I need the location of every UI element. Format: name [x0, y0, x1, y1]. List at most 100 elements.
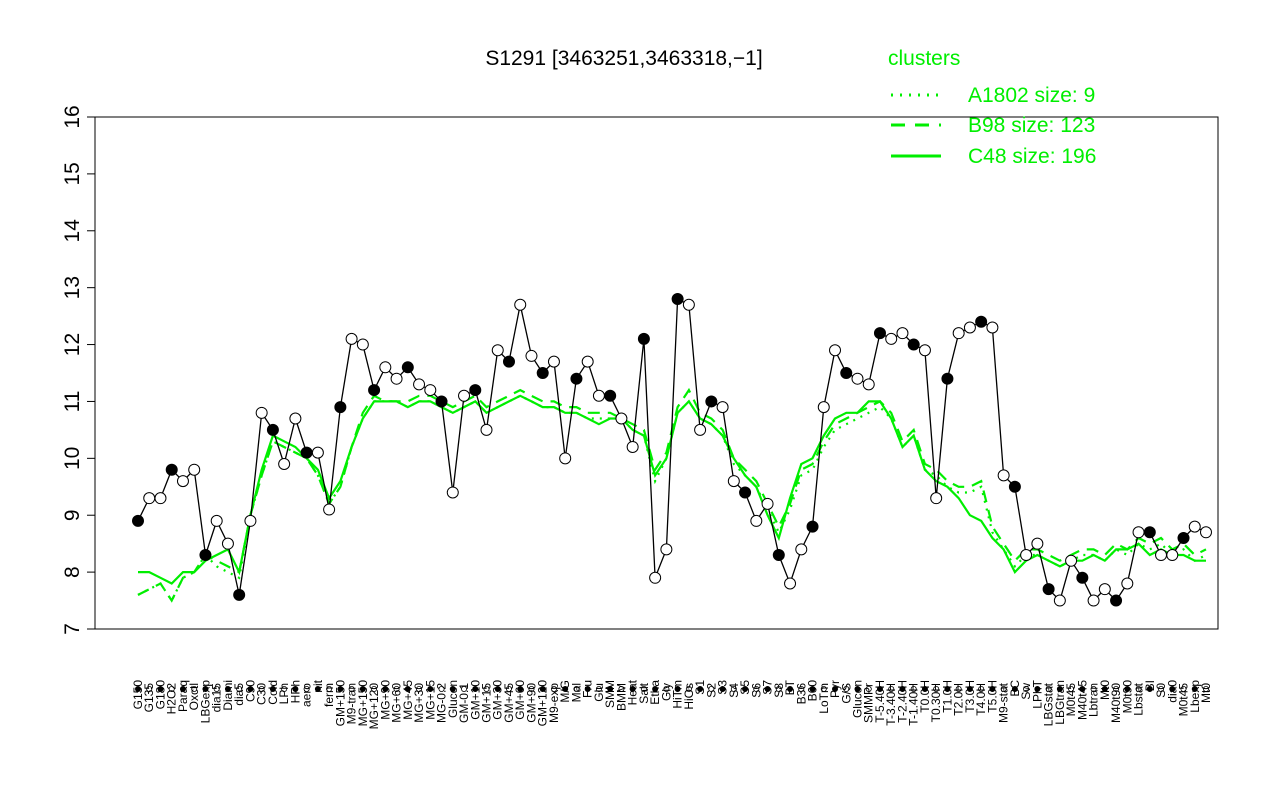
x-tick-label: GM+10	[468, 680, 482, 720]
x-tick-label: GM+60	[513, 680, 527, 720]
x-tick-label: M0t45	[1177, 683, 1191, 717]
x-rug-marker	[483, 686, 490, 693]
data-point	[334, 401, 347, 414]
x-tick-label: T4.0H	[974, 683, 988, 716]
x-rug-marker	[888, 686, 895, 693]
x-tick-label: M9-stat	[997, 682, 1011, 723]
data-point	[547, 355, 560, 368]
x-tick-label: BC	[1008, 680, 1022, 697]
x-rug-marker	[1034, 686, 1041, 693]
data-point	[491, 344, 504, 357]
x-tick-label: Glucon	[446, 680, 460, 718]
x-rug-marker	[933, 686, 940, 693]
data-point	[739, 486, 752, 499]
x-tick-label: M0t90	[1120, 680, 1134, 714]
x-tick-label: S5	[738, 680, 752, 695]
x-rug-marker	[832, 686, 839, 693]
data-point	[660, 543, 673, 556]
data-point	[1076, 571, 1089, 584]
x-tick-label: M0t45	[1064, 683, 1078, 717]
data-point	[784, 577, 797, 590]
x-rug-marker	[359, 686, 366, 693]
x-rug-marker	[865, 686, 872, 693]
data-point	[132, 514, 144, 527]
data-point	[862, 378, 875, 391]
x-rug-marker	[404, 686, 411, 693]
data-point	[907, 338, 920, 351]
x-rug-marker	[1090, 686, 1097, 693]
x-tick-label: T-1.40H	[907, 683, 921, 726]
data-point	[1065, 554, 1078, 567]
x-rug-marker	[573, 686, 580, 693]
x-tick-label: LoTm	[817, 683, 831, 714]
data-point	[233, 588, 246, 601]
data-point	[300, 446, 313, 459]
x-rug-marker	[899, 686, 906, 693]
data-point	[255, 406, 268, 419]
x-rug-marker	[438, 686, 445, 693]
x-rug-marker	[944, 686, 951, 693]
data-point	[311, 446, 324, 459]
x-rug-marker	[1180, 686, 1187, 693]
data-point	[626, 440, 639, 453]
data-point	[570, 372, 583, 385]
data-point	[289, 412, 302, 425]
x-tick-label: Heat	[626, 679, 640, 705]
x-tick-label: Glucon	[850, 680, 864, 718]
x-tick-label: Pyr	[828, 680, 842, 698]
data-point	[829, 344, 842, 357]
x-rug-marker	[663, 686, 670, 693]
data-point	[604, 389, 617, 402]
x-tick-label: Mt0	[1199, 683, 1213, 703]
x-rug-marker	[247, 686, 254, 693]
data-point	[480, 423, 493, 436]
x-rug-marker	[685, 686, 692, 693]
x-rug-marker	[416, 686, 423, 693]
data-point	[615, 412, 628, 425]
x-tick-label: nit	[311, 679, 325, 692]
x-rug-marker	[314, 686, 321, 693]
x-tick-label: Cold	[266, 680, 280, 705]
data-point	[941, 372, 954, 385]
data-point	[851, 372, 864, 385]
x-rug-marker	[517, 686, 524, 693]
x-rug-marker	[202, 686, 209, 693]
x-rug-marker	[966, 686, 973, 693]
x-tick-label: Gly	[659, 683, 673, 701]
x-rug-marker	[371, 686, 378, 693]
data-point	[210, 514, 223, 527]
data-point	[806, 520, 819, 533]
data-point	[795, 543, 808, 556]
x-tick-label: Paraq	[176, 680, 190, 712]
x-tick-label: ferm	[322, 683, 336, 707]
data-point	[761, 497, 774, 510]
data-point	[435, 395, 448, 408]
x-tick-label: T-3.40H	[884, 683, 898, 726]
y-tick-label: 13	[61, 276, 84, 299]
x-tick-label: S0	[1154, 683, 1168, 698]
x-rug-marker	[798, 686, 805, 693]
data-point	[1121, 577, 1134, 590]
data-point	[401, 361, 414, 374]
x-tick-label: GM+120	[536, 680, 550, 727]
data-point	[682, 298, 695, 311]
x-tick-label: Fru	[581, 680, 595, 698]
x-tick-label: S3	[716, 680, 730, 695]
data-point	[221, 537, 234, 550]
data-point	[176, 475, 189, 488]
chart-title: S1291 [3463251,3463318,−1]	[485, 47, 762, 70]
data-point	[817, 401, 830, 414]
x-rug-marker	[1113, 686, 1120, 693]
data-point	[1132, 526, 1145, 539]
data-point	[244, 514, 257, 527]
x-tick-label: M/G	[558, 680, 572, 703]
data-point	[1098, 583, 1111, 596]
data-point	[469, 384, 482, 397]
x-tick-label: T5.0H	[985, 680, 999, 713]
x-rug-marker	[461, 686, 468, 693]
x-rug-marker	[1191, 686, 1198, 693]
x-rug-marker	[146, 686, 153, 693]
x-tick-label: Mt0	[1098, 680, 1112, 700]
x-tick-label: C30	[255, 683, 269, 705]
x-rug-marker	[921, 686, 928, 693]
